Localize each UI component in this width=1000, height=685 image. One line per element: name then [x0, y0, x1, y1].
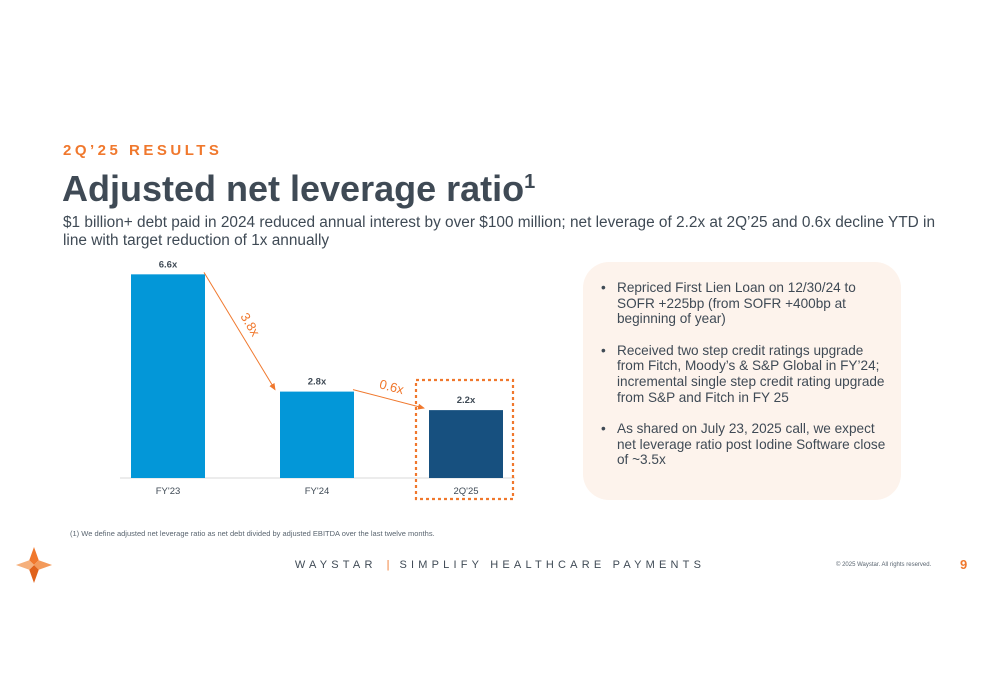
value-label-2q25: 2.2x — [457, 395, 476, 406]
waystar-star-icon — [15, 546, 53, 584]
value-label-fy24: 2.8x — [308, 377, 327, 388]
highlight-box-2q25 — [414, 378, 515, 501]
value-label-fy23: 6.6x — [159, 259, 178, 270]
category-label-fy24: FY'24 — [305, 486, 330, 497]
footnote: (1) We define adjusted net leverage rati… — [70, 529, 435, 538]
highlights-list: Repriced First Lien Loan on 12/30/24 to … — [601, 280, 891, 484]
footer-tagline: WAYSTAR | SIMPLIFY HEALTHCARE PAYMENTS — [0, 559, 1000, 571]
highlight-bullet-ratings: Received two step credit ratings upgrade… — [601, 343, 891, 405]
category-label-2q25: 2Q'25 — [453, 486, 478, 497]
tagline-text: SIMPLIFY HEALTHCARE PAYMENTS — [399, 559, 706, 571]
annotation-label-1: 3.8x — [237, 310, 263, 339]
highlights-panel: Repriced First Lien Loan on 12/30/24 to … — [583, 262, 901, 500]
section-eyebrow: 2Q’25 RESULTS — [63, 142, 223, 159]
tagline-separator: | — [386, 559, 390, 571]
annotation-arrow-1 — [203, 272, 276, 391]
page-title: Adjusted net leverage ratio1 — [62, 168, 535, 210]
page-number: 9 — [960, 557, 968, 572]
copyright: © 2025 Waystar. All rights reserved. — [836, 562, 932, 568]
page-title-text: Adjusted net leverage ratio — [62, 168, 525, 209]
title-footnote-marker: 1 — [524, 171, 536, 193]
highlight-bullet-repricing: Repriced First Lien Loan on 12/30/24 to … — [601, 280, 891, 327]
category-label-fy23: FY'23 — [156, 486, 181, 497]
page-subtitle: $1 billion+ debt paid in 2024 reduced an… — [63, 214, 935, 249]
annotation-arrow-2 — [352, 389, 425, 410]
brand-name: WAYSTAR — [294, 559, 377, 571]
highlight-bullet-outlook: As shared on July 23, 2025 call, we expe… — [601, 421, 891, 468]
annotation-label-2: 0.6x — [378, 376, 406, 397]
bar-fy23 — [131, 274, 205, 478]
bar-2q25 — [429, 410, 503, 478]
bar-fy24 — [280, 391, 354, 478]
